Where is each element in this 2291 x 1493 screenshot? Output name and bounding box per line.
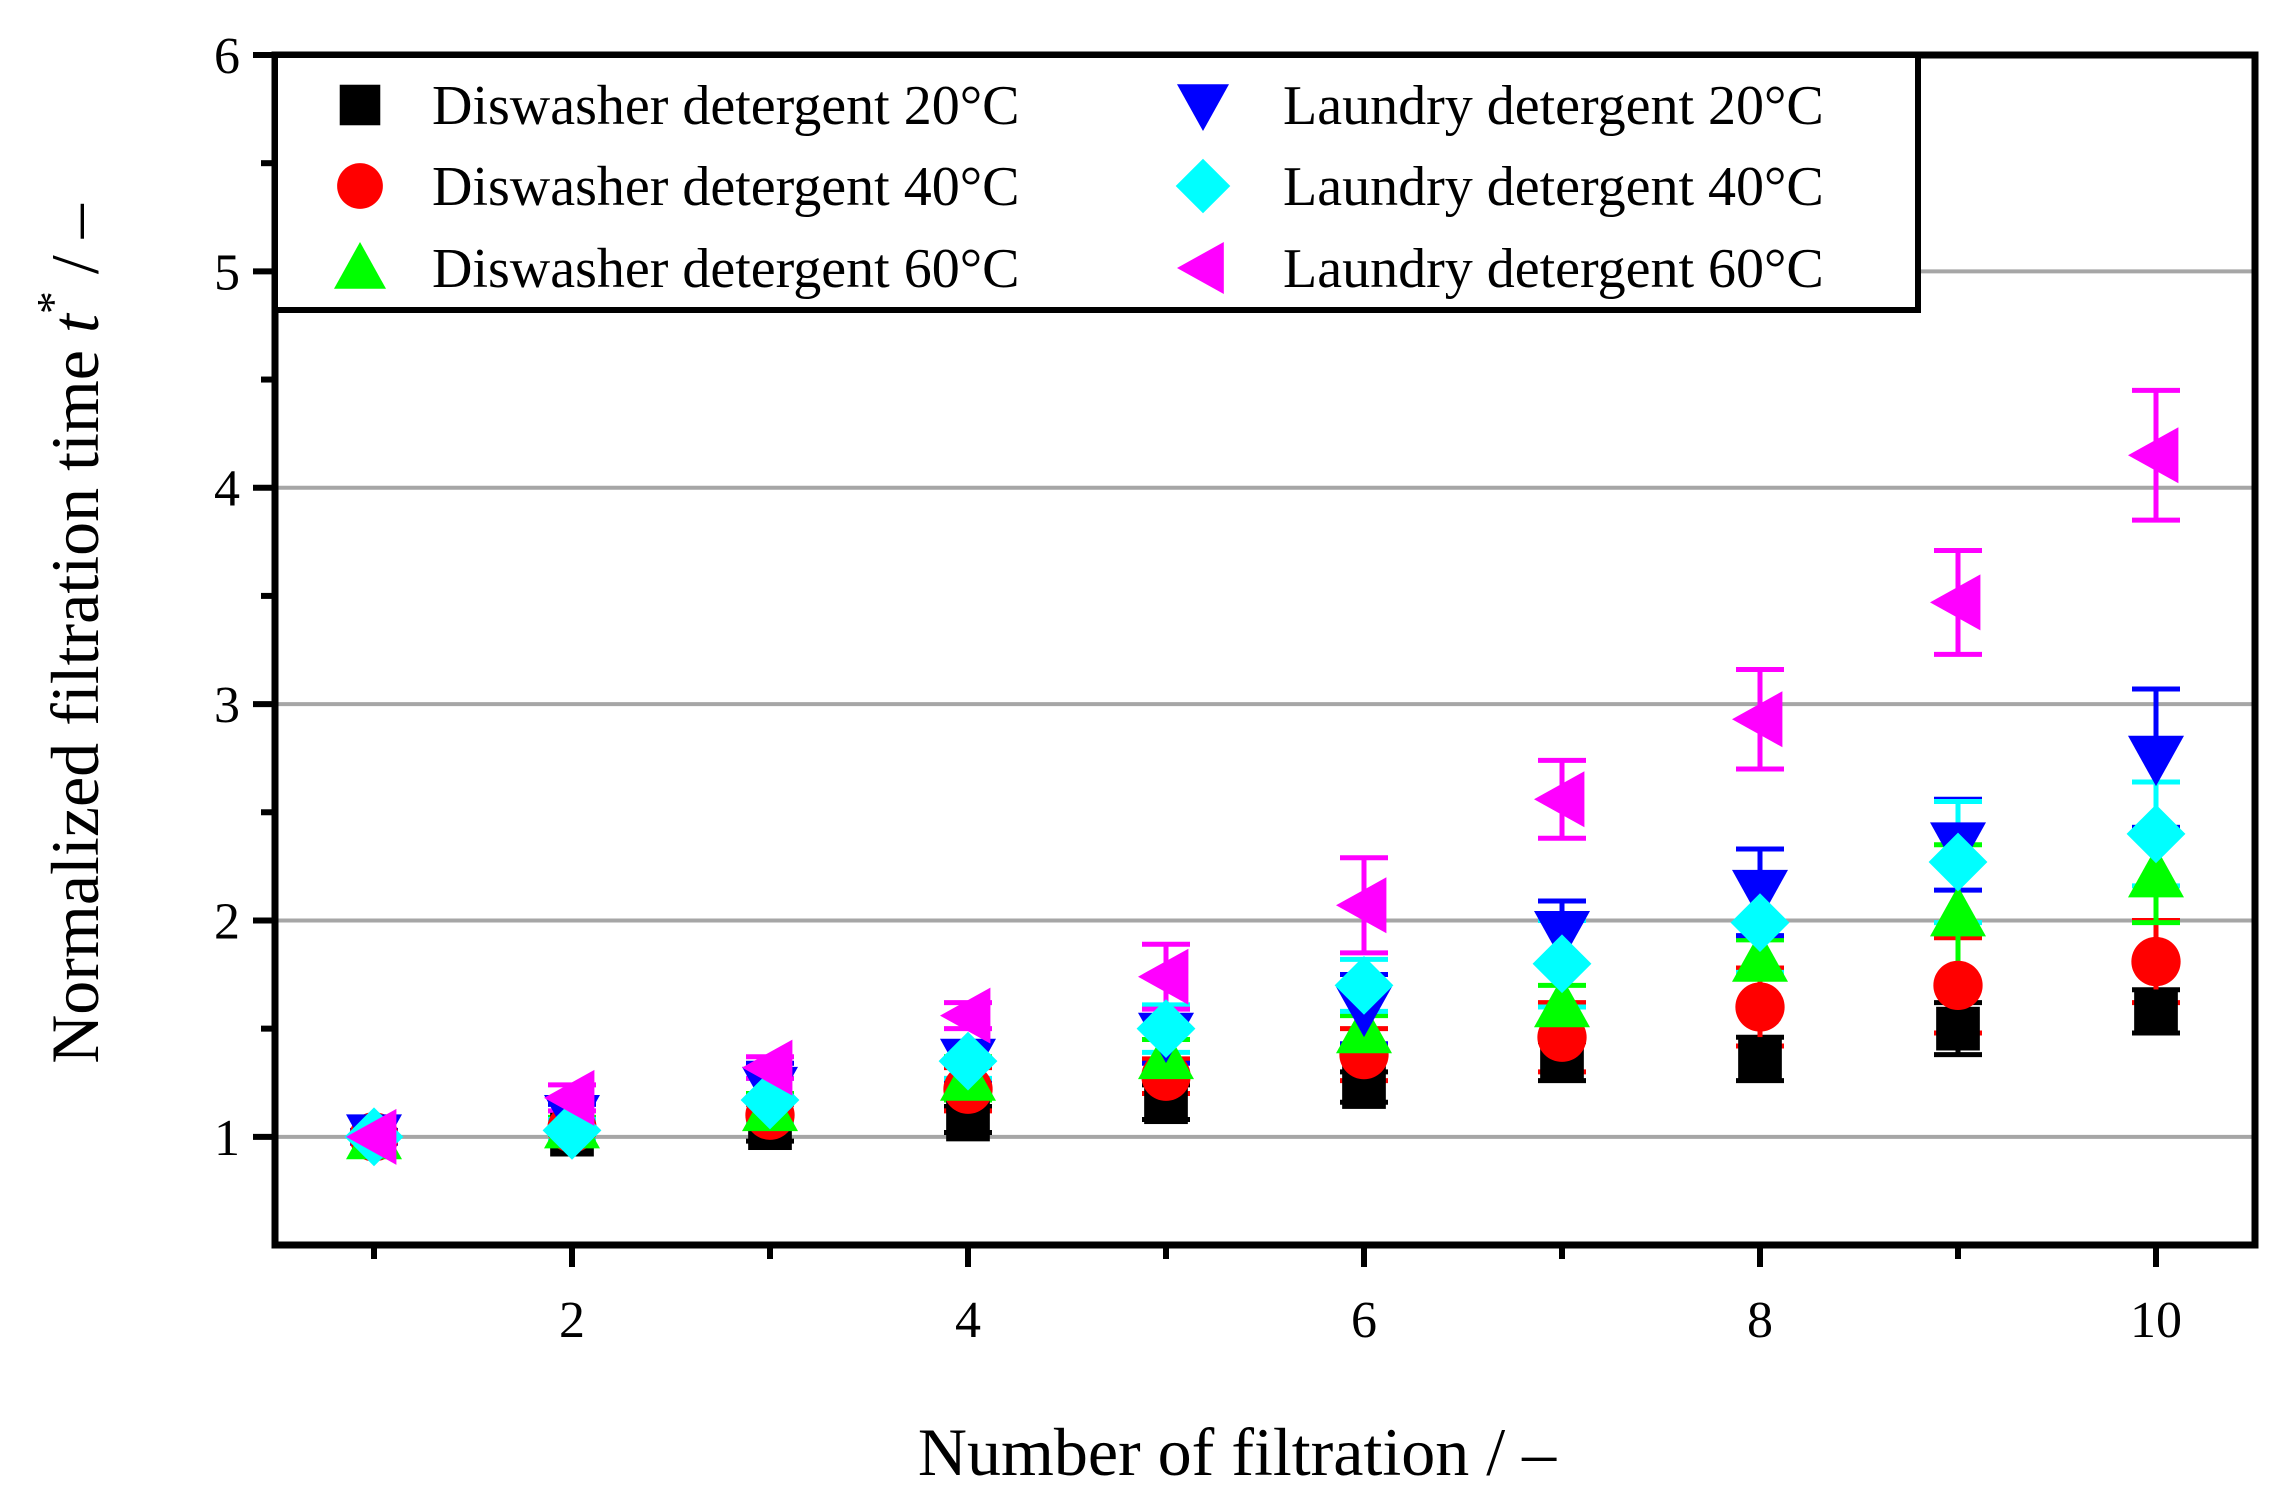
series-diswasher-detergent-20-c xyxy=(350,987,2180,1144)
markers-diswasher-detergent-60-c xyxy=(346,847,2184,1160)
data-point xyxy=(938,1031,998,1091)
data-point xyxy=(2126,804,2186,864)
data-point xyxy=(2131,936,2181,987)
y-axis-title-variable: t xyxy=(37,312,113,333)
data-point xyxy=(1928,832,1988,892)
data-point xyxy=(1732,691,1783,748)
data-point xyxy=(544,1069,595,1126)
legend-marker xyxy=(1175,158,1231,214)
legend-marker xyxy=(1177,84,1229,131)
series-layer xyxy=(344,387,2186,1167)
series-diswasher-detergent-60-c xyxy=(350,824,2180,1144)
x-tick-label-6: 6 xyxy=(1351,1292,1377,1349)
x-axis-title: Number of filtration / – xyxy=(918,1414,1557,1490)
data-point xyxy=(1936,1006,1980,1051)
legend-entry: Diswasher detergent 60°C xyxy=(334,238,1019,300)
y-tick-label-2: 2 xyxy=(214,893,240,950)
data-point xyxy=(1534,976,1590,1028)
markers-laundry-detergent-60-c xyxy=(346,427,2179,1165)
data-point xyxy=(2134,989,2178,1034)
data-point xyxy=(346,1108,397,1165)
x-tick-label-10: 10 xyxy=(2130,1292,2182,1349)
data-point xyxy=(1334,955,1394,1015)
legend-marker xyxy=(337,163,383,209)
x-tick-label-2: 2 xyxy=(559,1292,585,1349)
y-tick-label-5: 5 xyxy=(214,244,240,301)
data-point xyxy=(1732,931,1788,982)
legend-entry: Diswasher detergent 20°C xyxy=(339,75,1019,137)
markers-laundry-detergent-40-c xyxy=(344,804,2186,1167)
data-point xyxy=(1933,960,1983,1011)
data-point xyxy=(1930,574,1981,631)
x-tick-label-4: 4 xyxy=(955,1292,981,1349)
legend-label: Diswasher detergent 20°C xyxy=(432,75,1019,137)
markers-diswasher-detergent-40-c xyxy=(349,936,2181,1162)
legend-marker xyxy=(334,242,386,289)
legend-label: Laundry detergent 20°C xyxy=(1283,75,1824,137)
series-laundry-detergent-20-c xyxy=(350,686,2180,1146)
x-tick-label-8: 8 xyxy=(1747,1292,1773,1349)
y-axis-title-superscript: * xyxy=(27,291,78,314)
data-point xyxy=(1930,885,1986,937)
y-tick-label-1: 1 xyxy=(214,1110,240,1167)
markers-laundry-detergent-20-c xyxy=(346,735,2184,1165)
data-point xyxy=(1738,1037,1782,1081)
legend-label: Laundry detergent 60°C xyxy=(1283,238,1824,300)
data-point xyxy=(2128,847,2184,898)
data-point xyxy=(1336,877,1387,934)
legend-marker xyxy=(339,84,381,126)
legend-label: Diswasher detergent 40°C xyxy=(432,156,1019,218)
data-point xyxy=(1138,948,1189,1005)
legend-box xyxy=(272,52,1921,313)
data-point xyxy=(1532,934,1592,994)
data-point xyxy=(1534,771,1585,828)
y-tick-label-4: 4 xyxy=(214,461,240,518)
legend-entry: Laundry detergent 20°C xyxy=(1177,75,1824,137)
legend-label: Diswasher detergent 60°C xyxy=(432,238,1019,300)
data-point xyxy=(2128,735,2184,787)
y-axis-title-main: Normalized filtration time xyxy=(37,333,113,1064)
y-axis-title-tail: / – xyxy=(37,203,113,291)
data-point xyxy=(542,1100,602,1160)
legend-label: Laundry detergent 40°C xyxy=(1283,156,1824,218)
data-point xyxy=(2128,427,2179,484)
data-point xyxy=(1730,893,1790,953)
y-tick-label-6: 6 xyxy=(214,28,240,85)
series-laundry-detergent-40-c xyxy=(350,779,2180,1144)
markers-diswasher-detergent-20-c xyxy=(352,989,2178,1159)
data-point xyxy=(1735,982,1785,1032)
legend-entry: Laundry detergent 60°C xyxy=(1177,238,1824,300)
data-point xyxy=(940,987,991,1044)
y-axis-title: Normalized filtration time t* / – xyxy=(27,203,113,1064)
legend-entry: Laundry detergent 40°C xyxy=(1175,156,1824,218)
legend-entry: Diswasher detergent 40°C xyxy=(337,156,1019,218)
axis-ticks xyxy=(253,52,2159,1267)
data-point xyxy=(742,1039,793,1096)
data-point xyxy=(1136,999,1196,1059)
y-tick-label-3: 3 xyxy=(214,677,240,734)
series-diswasher-detergent-40-c xyxy=(350,917,2180,1144)
series-laundry-detergent-60-c xyxy=(350,387,2180,1144)
legend-marker xyxy=(1177,242,1224,294)
legend: Diswasher detergent 20°C Diswasher deterg… xyxy=(272,52,1921,313)
